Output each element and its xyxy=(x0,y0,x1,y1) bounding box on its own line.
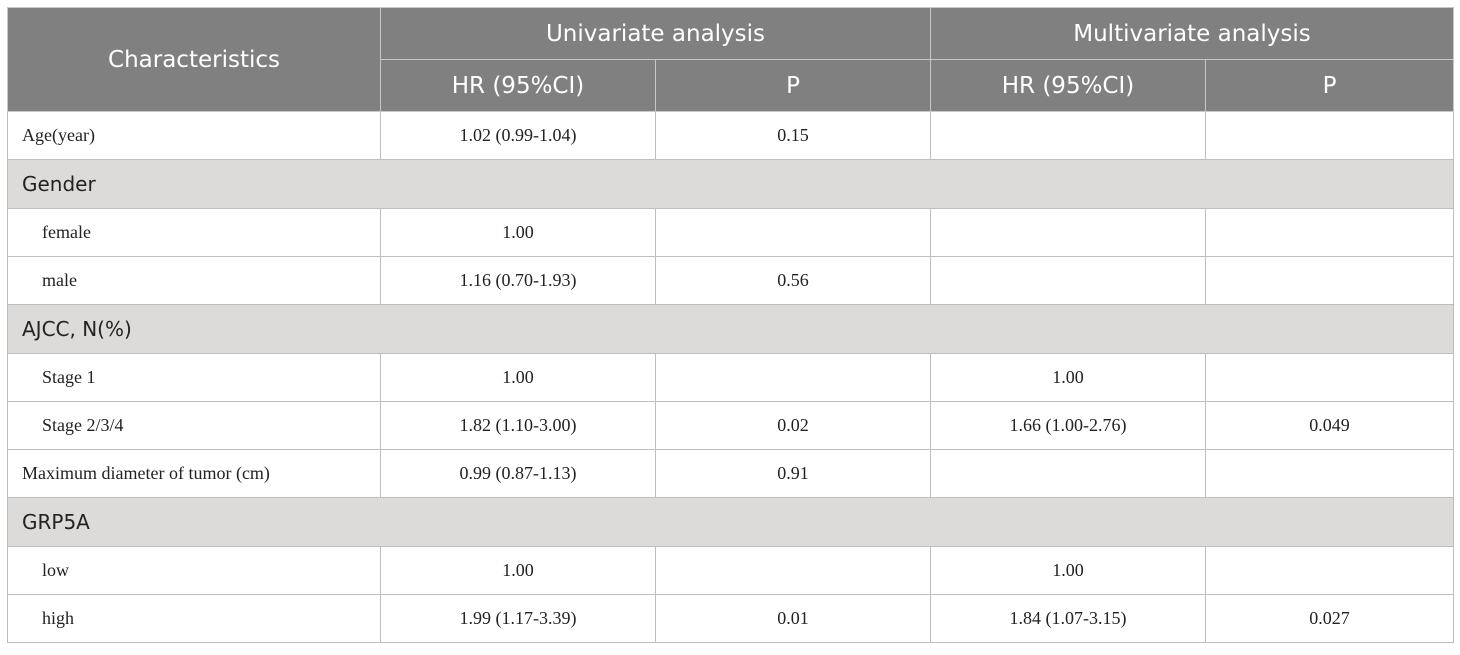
row-label: Stage 1 xyxy=(7,353,381,402)
table-row-male: male 1.16 (0.70-1.93) 0.56 xyxy=(7,256,1454,305)
uni-hr-cell: 0.99 (0.87-1.13) xyxy=(380,449,656,498)
group-row-ajcc: AJCC, N(%) xyxy=(7,304,1454,354)
table-row-stage234: Stage 2/3/4 1.82 (1.10-3.00) 0.02 1.66 (… xyxy=(7,401,1454,450)
multi-hr-cell: 1.00 xyxy=(930,353,1206,402)
table-row-low: low 1.00 1.00 xyxy=(7,546,1454,595)
uni-hr-cell: 1.02 (0.99-1.04) xyxy=(380,111,656,160)
multi-hr-cell xyxy=(930,256,1206,305)
header-multivariate: Multivariate analysis xyxy=(930,7,1454,60)
header-uni-hr: HR (95%CI) xyxy=(380,59,656,112)
multi-hr-cell: 1.00 xyxy=(930,546,1206,595)
multi-hr-cell xyxy=(930,111,1206,160)
uni-hr-cell: 1.16 (0.70-1.93) xyxy=(380,256,656,305)
table-row-diameter: Maximum diameter of tumor (cm) 0.99 (0.8… xyxy=(7,449,1454,498)
table-row-stage1: Stage 1 1.00 1.00 xyxy=(7,353,1454,402)
multi-hr-cell: 1.66 (1.00-2.76) xyxy=(930,401,1206,450)
multi-p-cell xyxy=(1205,111,1454,160)
uni-hr-cell: 1.99 (1.17-3.39) xyxy=(380,594,656,643)
row-label: female xyxy=(7,208,381,257)
group-row-grp5a: GRP5A xyxy=(7,497,1454,547)
uni-p-cell: 0.01 xyxy=(655,594,931,643)
uni-p-cell xyxy=(655,208,931,257)
header-univariate: Univariate analysis xyxy=(380,7,931,60)
multi-p-cell xyxy=(1205,208,1454,257)
header-characteristics: Characteristics xyxy=(7,7,381,112)
uni-hr-cell: 1.00 xyxy=(380,208,656,257)
table-row-high: high 1.99 (1.17-3.39) 0.01 1.84 (1.07-3.… xyxy=(7,594,1454,643)
header-uni-p: P xyxy=(655,59,931,112)
multi-p-cell: 0.049 xyxy=(1205,401,1454,450)
uni-hr-cell: 1.00 xyxy=(380,546,656,595)
group-label: Gender xyxy=(7,159,1454,209)
regression-table: Characteristics Univariate analysis Mult… xyxy=(7,7,1454,643)
group-label: AJCC, N(%) xyxy=(7,304,1454,354)
row-label: high xyxy=(7,594,381,643)
multi-hr-cell xyxy=(930,449,1206,498)
multi-p-cell xyxy=(1205,256,1454,305)
multi-hr-cell xyxy=(930,208,1206,257)
multi-p-cell: 0.027 xyxy=(1205,594,1454,643)
row-label: low xyxy=(7,546,381,595)
multi-hr-cell: 1.84 (1.07-3.15) xyxy=(930,594,1206,643)
multi-p-cell xyxy=(1205,353,1454,402)
uni-p-cell: 0.91 xyxy=(655,449,931,498)
uni-p-cell: 0.02 xyxy=(655,401,931,450)
uni-p-cell: 0.15 xyxy=(655,111,931,160)
uni-p-cell xyxy=(655,546,931,595)
table-row-female: female 1.00 xyxy=(7,208,1454,257)
uni-hr-cell: 1.82 (1.10-3.00) xyxy=(380,401,656,450)
row-label: male xyxy=(7,256,381,305)
uni-p-cell xyxy=(655,353,931,402)
row-label: Stage 2/3/4 xyxy=(7,401,381,450)
table-header: Characteristics Univariate analysis Mult… xyxy=(7,7,1454,112)
multi-p-cell xyxy=(1205,546,1454,595)
group-row-gender: Gender xyxy=(7,159,1454,209)
table-row-age: Age(year) 1.02 (0.99-1.04) 0.15 xyxy=(7,111,1454,160)
row-label: Age(year) xyxy=(7,111,381,160)
header-multi-p: P xyxy=(1205,59,1454,112)
multi-p-cell xyxy=(1205,449,1454,498)
table-body: Age(year) 1.02 (0.99-1.04) 0.15 Gender f… xyxy=(7,111,1454,643)
uni-p-cell: 0.56 xyxy=(655,256,931,305)
header-multi-hr: HR (95%CI) xyxy=(930,59,1206,112)
group-label: GRP5A xyxy=(7,497,1454,547)
row-label: Maximum diameter of tumor (cm) xyxy=(7,449,381,498)
uni-hr-cell: 1.00 xyxy=(380,353,656,402)
